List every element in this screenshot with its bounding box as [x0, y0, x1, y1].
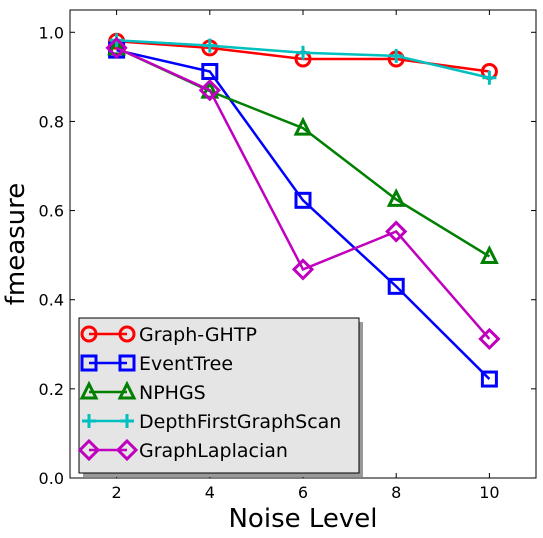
- legend-item: EventTree: [80, 353, 233, 375]
- legend-label: DepthFirstGraphScan: [139, 411, 341, 433]
- series-line: [116, 46, 491, 340]
- legend-box: [78, 317, 360, 474]
- legend-item: DepthFirstGraphScan: [82, 411, 341, 433]
- legend-label: NPHGS: [139, 382, 206, 404]
- legend-marker: [79, 380, 99, 400]
- y-tick-label: 0.8: [39, 112, 64, 131]
- legend-marker: [80, 354, 98, 372]
- y-tick-label: 0.4: [39, 291, 64, 310]
- y-tick-label: 0.0: [39, 469, 64, 488]
- y-tick-label: 1.0: [39, 23, 64, 42]
- legend-label: GraphLaplacian: [139, 440, 288, 462]
- x-axis-title: Noise Level: [228, 504, 377, 534]
- data-point: [478, 327, 501, 351]
- series-line: [116, 48, 491, 380]
- legend-item: GraphLaplacian: [77, 438, 288, 462]
- data-point: [202, 38, 217, 53]
- data-point: [296, 45, 310, 60]
- series-graphlaplacian: [105, 36, 501, 351]
- data-point: [105, 36, 128, 60]
- legend-marker: [118, 325, 136, 343]
- x-tick-label: 6: [298, 483, 308, 502]
- legend-item: NPHGS: [79, 380, 206, 404]
- data-point: [387, 277, 405, 295]
- data-point: [479, 245, 499, 264]
- legend-marker: [77, 438, 101, 462]
- data-point: [201, 63, 219, 81]
- data-point: [386, 188, 406, 207]
- data-point: [294, 191, 312, 209]
- data-point: [291, 258, 315, 281]
- legend-label: EventTree: [139, 353, 233, 375]
- y-tick-label: 0.6: [39, 202, 64, 221]
- legend-label: Graph-GHTP: [139, 324, 257, 346]
- y-tick-label: 0.2: [39, 380, 64, 399]
- data-point: [480, 370, 498, 388]
- data-point: [385, 220, 408, 243]
- y-axis-ticks: 0.0 0.2 0.4 0.6 0.8 1.0: [39, 23, 536, 488]
- legend-marker: [82, 414, 96, 428]
- x-tick-label: 10: [479, 483, 499, 502]
- x-tick-label: 4: [205, 483, 215, 502]
- legend-marker: [80, 325, 98, 343]
- data-point: [389, 48, 404, 63]
- x-tick-label: 2: [112, 483, 122, 502]
- y-axis-title: fmeasure: [1, 183, 31, 306]
- legend-marker: [117, 380, 137, 400]
- legend-marker: [120, 414, 134, 428]
- x-tick-label: 8: [391, 483, 401, 502]
- data-point: [482, 70, 497, 85]
- series-group: [105, 32, 501, 388]
- data-point: [107, 36, 127, 56]
- legend-marker: [118, 354, 136, 372]
- legend: Graph-GHTP EventTree NPHGS DepthFirstGraphS…: [77, 317, 363, 477]
- legend-marker: [115, 438, 139, 462]
- data-point: [293, 116, 313, 136]
- data-point: [198, 79, 221, 102]
- legend-item: Graph-GHTP: [80, 324, 257, 346]
